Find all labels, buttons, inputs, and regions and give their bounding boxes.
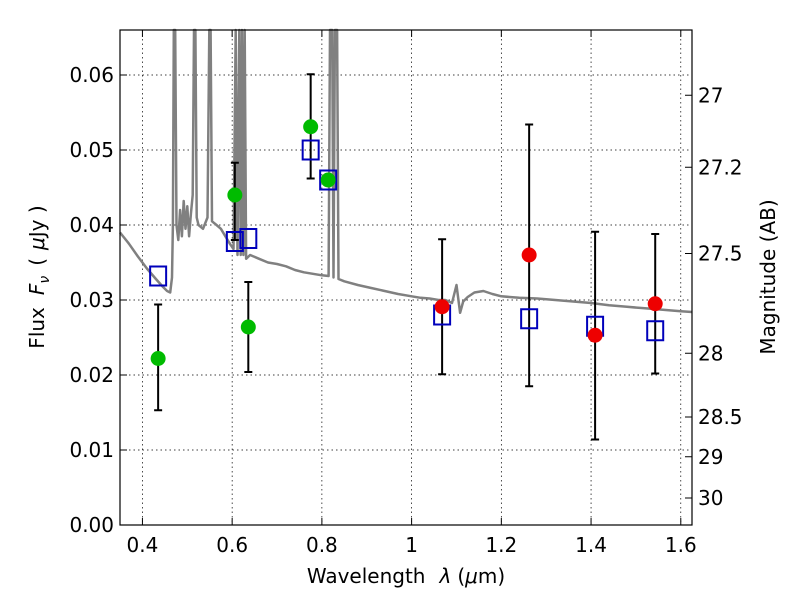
x-tick-label: 1.6 xyxy=(665,533,697,557)
nir-data-point xyxy=(647,296,663,312)
x-tick-label: 1.4 xyxy=(575,533,607,557)
optical-data-point xyxy=(303,119,319,135)
y2-tick-label: 27.2 xyxy=(698,155,743,179)
y-tick-label: 0.00 xyxy=(69,513,114,537)
model-photometry-box xyxy=(301,139,320,161)
observed-points xyxy=(150,119,663,366)
model-photometry-box xyxy=(319,169,338,191)
model-photometry-box xyxy=(646,320,665,342)
x-tick-label: 1.2 xyxy=(485,533,517,557)
model-photometry-box xyxy=(520,308,539,330)
nir-data-point xyxy=(521,247,537,263)
axis-ticks: 0.4 0.6 0.8 1 1.2 1.4 1.6 0.00 0.01 0.02 0.03 0.04 0… xyxy=(69,30,743,557)
model-photometry-box xyxy=(239,228,258,249)
y2-tick-label: 27.5 xyxy=(698,242,743,266)
x-tick-label: 1 xyxy=(405,533,418,557)
y2-tick-label: 30 xyxy=(698,486,723,510)
x-tick-label: 0.6 xyxy=(216,533,248,557)
y-axis-label: FluxFν(μJy ) xyxy=(25,205,53,348)
x-tick-label: 0.4 xyxy=(127,533,159,557)
y-tick-label: 0.02 xyxy=(69,363,114,387)
model-photometry-box xyxy=(225,231,244,252)
optical-data-point xyxy=(227,187,243,203)
y-tick-label: 0.03 xyxy=(69,288,114,312)
model-sed xyxy=(119,28,693,315)
optical-data-point xyxy=(240,319,256,335)
y-tick-label: 0.04 xyxy=(69,213,114,237)
y-tick-label: 0.05 xyxy=(69,138,114,162)
y2-axis-label: Magnitude (AB) xyxy=(756,199,780,354)
y-tick-label: 0.06 xyxy=(69,63,114,87)
nir-data-point xyxy=(587,327,603,343)
sed-curve-line xyxy=(119,28,693,315)
optical-data-point xyxy=(320,172,336,188)
model-photometry-boxes xyxy=(149,139,665,342)
x-axis-label: Wavelength λ (μm) xyxy=(307,564,505,588)
x-tick-label: 0.8 xyxy=(306,533,338,557)
nir-data-point xyxy=(434,299,450,315)
y2-tick-label: 28 xyxy=(698,341,723,365)
plot-frame xyxy=(119,29,693,526)
y2-tick-label: 28.5 xyxy=(698,405,743,429)
model-photometry-box xyxy=(149,265,168,287)
y-tick-label: 0.01 xyxy=(69,438,114,462)
y2-tick-label: 27 xyxy=(698,83,723,107)
optical-data-point xyxy=(150,351,166,366)
y2-tick-label: 29 xyxy=(698,445,723,469)
